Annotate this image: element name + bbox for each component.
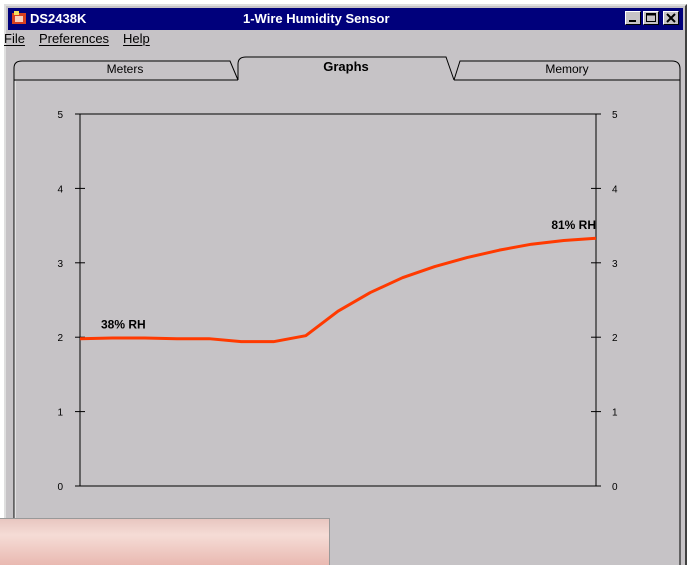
menu-preferences[interactable]: Preferences xyxy=(38,31,110,46)
y-tick-label-left: 0 xyxy=(57,482,63,493)
y-tick-label-right: 2 xyxy=(612,333,618,344)
tab-meters[interactable]: Meters xyxy=(106,62,144,76)
maximize-icon[interactable] xyxy=(643,11,659,25)
y-tick-label-left: 3 xyxy=(57,259,63,270)
menu-help[interactable]: Help xyxy=(123,31,150,46)
app-window: DS2438K 1-Wire Humidity Sensor xyxy=(4,4,687,565)
graph-plot: 0 0 1 1 2 2 3 3 4 4 5 5 38% RH 81% RH xyxy=(57,110,618,493)
window-title: 1-Wire Humidity Sensor xyxy=(243,11,390,26)
minimize-icon[interactable] xyxy=(625,11,641,25)
y-tick-label-left: 1 xyxy=(57,408,63,419)
y-tick-label-right: 4 xyxy=(612,184,618,195)
annotation-end: 81% RH xyxy=(551,218,596,232)
app-name: DS2438K xyxy=(30,11,87,26)
humidity-line xyxy=(79,236,597,344)
app-icon xyxy=(12,11,26,24)
y-tick-label-right: 0 xyxy=(612,482,618,493)
tab-page-frame xyxy=(13,79,681,565)
y-tick-label-left: 4 xyxy=(57,184,63,195)
y-tick-label-left: 2 xyxy=(57,333,63,344)
tab-graphs-outline xyxy=(237,56,455,81)
tab-graphs[interactable]: Graphs xyxy=(323,59,369,74)
close-icon[interactable] xyxy=(663,11,679,25)
tab-meters-outline xyxy=(13,60,239,81)
menu-file[interactable]: File xyxy=(4,31,25,46)
menu-bar: File Preferences Help xyxy=(4,31,150,51)
annotation-start: 38% RH xyxy=(101,318,146,332)
background-photo xyxy=(0,518,330,565)
tab-memory[interactable]: Memory xyxy=(545,62,589,76)
y-tick-label-right: 1 xyxy=(612,408,618,419)
title-bar[interactable]: DS2438K 1-Wire Humidity Sensor xyxy=(8,8,683,30)
y-tick-label-right: 5 xyxy=(612,110,618,121)
y-tick-label-left: 5 xyxy=(57,110,63,121)
tab-memory-outline xyxy=(453,60,681,81)
window-controls xyxy=(625,11,679,25)
y-tick-label-right: 3 xyxy=(612,259,618,270)
